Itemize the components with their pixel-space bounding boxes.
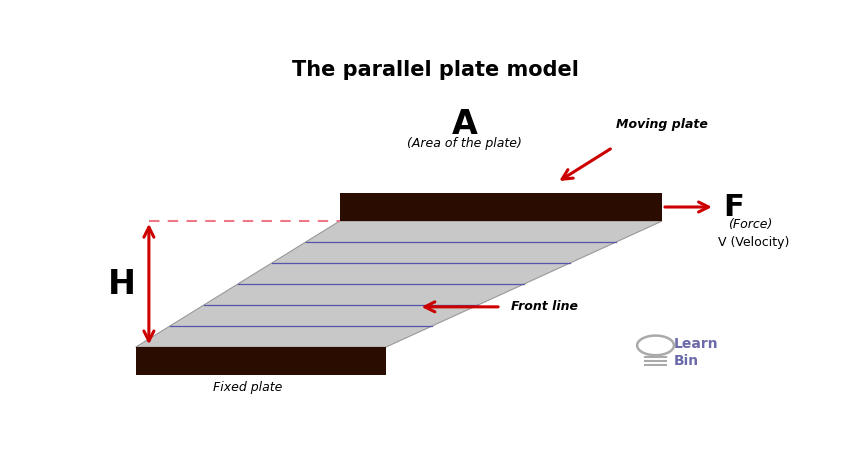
Polygon shape (136, 221, 662, 347)
Text: V (Velocity): V (Velocity) (718, 236, 790, 248)
Text: Front line: Front line (511, 300, 578, 313)
Text: (Force): (Force) (728, 218, 773, 231)
Text: The parallel plate model: The parallel plate model (292, 61, 578, 81)
Text: Learn: Learn (673, 337, 718, 351)
Text: (Area of the plate): (Area of the plate) (408, 137, 522, 151)
Text: Fixed plate: Fixed plate (213, 381, 282, 394)
Text: H: H (108, 268, 136, 301)
Bar (136, 347, 385, 375)
Bar (340, 193, 662, 221)
Text: Bin: Bin (673, 354, 699, 368)
Text: Moving plate: Moving plate (616, 118, 708, 131)
Text: F: F (723, 192, 744, 222)
Text: A: A (452, 108, 478, 141)
